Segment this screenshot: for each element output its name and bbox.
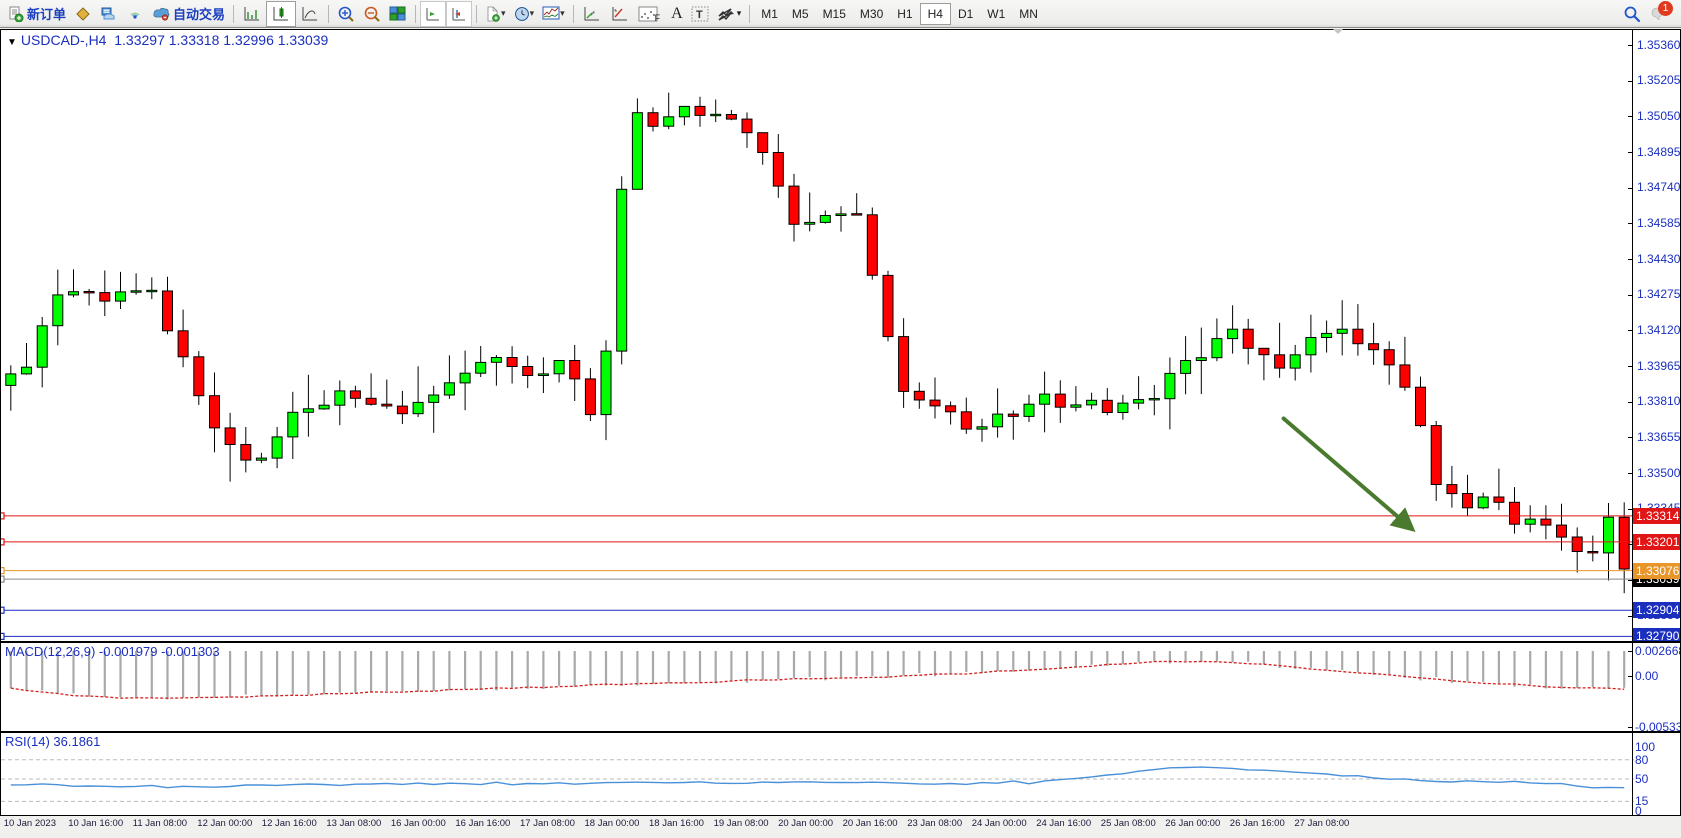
svg-text:T: T — [696, 9, 703, 21]
